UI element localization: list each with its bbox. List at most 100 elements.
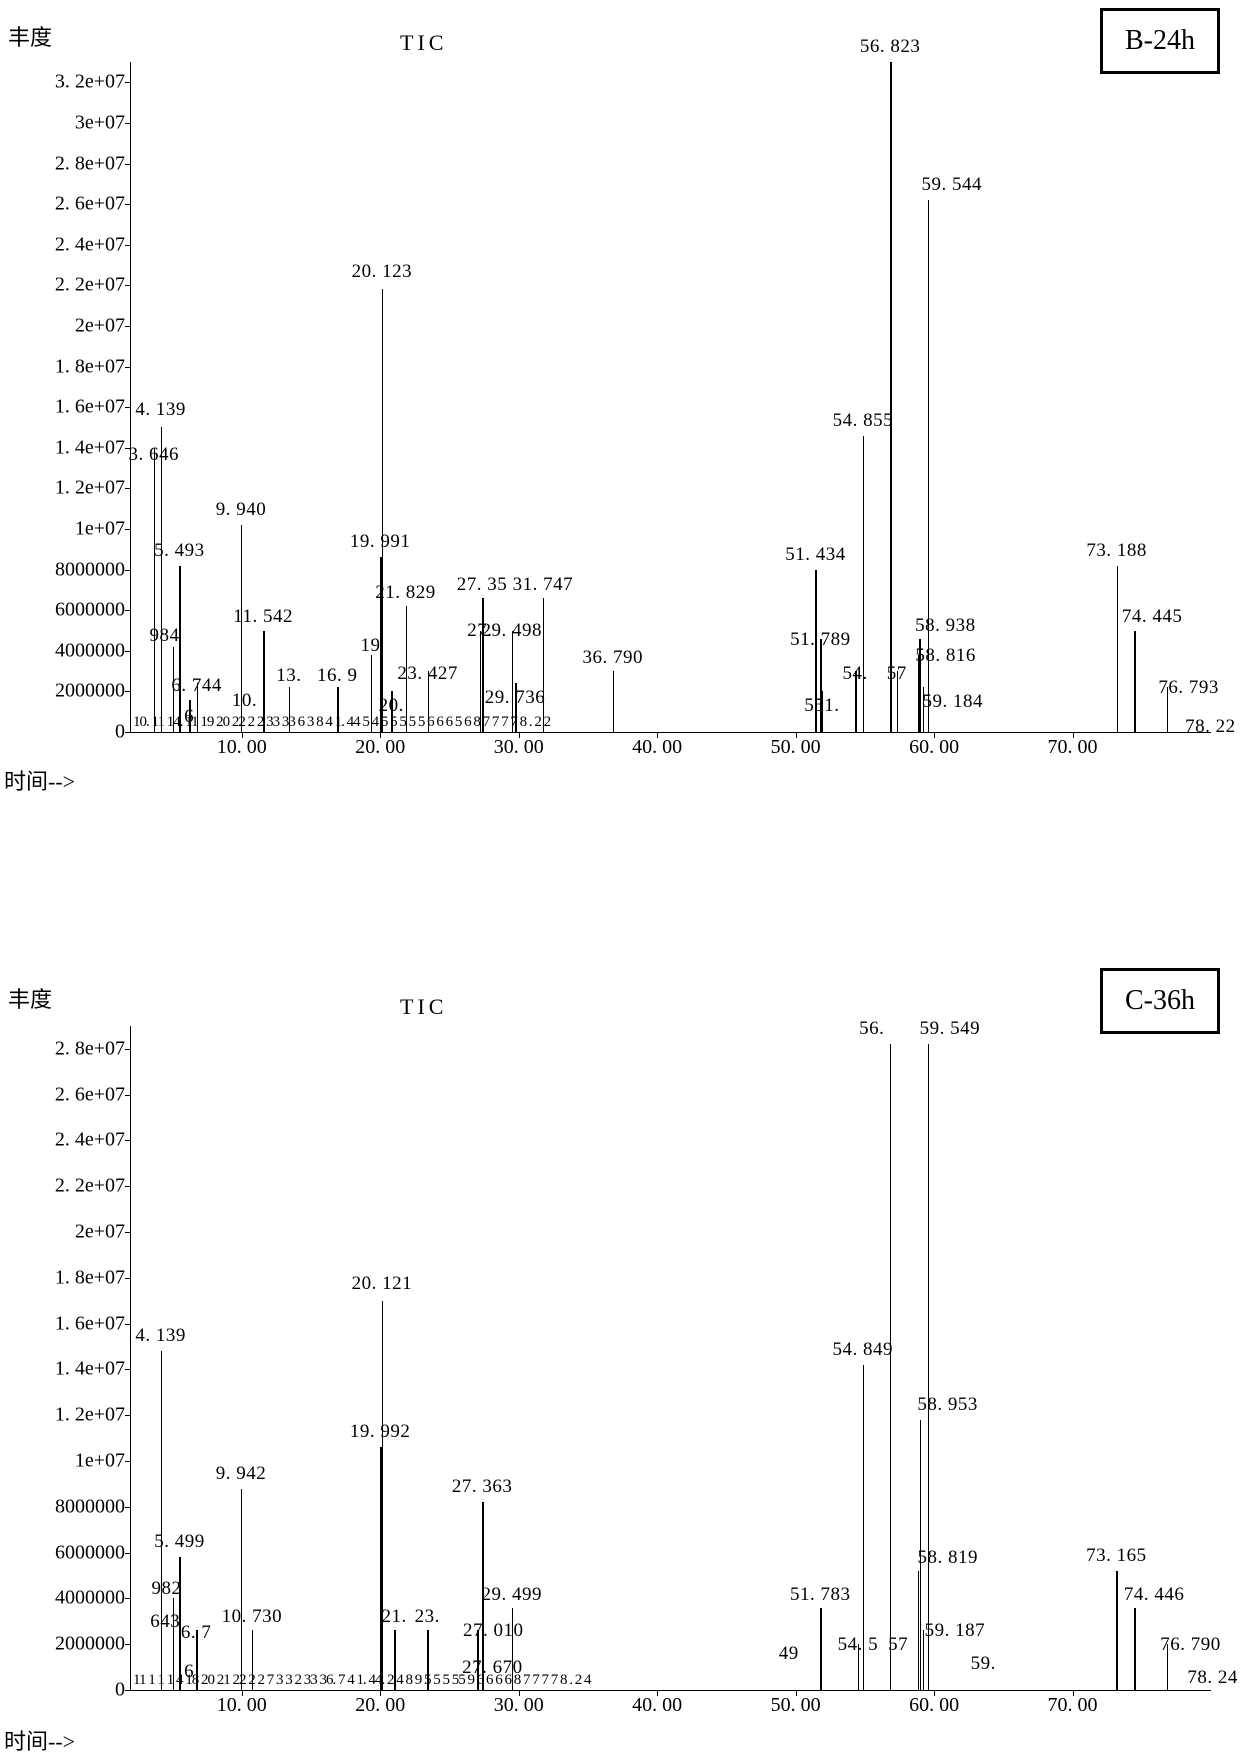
y-tick-label: 2. 2e+07 <box>55 274 131 297</box>
peak-label: 78. 22 <box>1185 716 1236 738</box>
peak-label: 29. 736 <box>485 687 546 709</box>
plot-area: 020000004000000600000080000001e+071. 2e+… <box>130 1026 1211 1691</box>
x-tick-label: 10. 00 <box>217 732 267 759</box>
peak-label: 54. 855 <box>833 410 894 432</box>
x-tick-label: 70. 00 <box>1048 732 1098 759</box>
peak-label: 27. 010 <box>463 1620 524 1642</box>
y-axis-title: 丰度 <box>8 20 52 52</box>
y-tick-label: 8000000 <box>55 558 131 581</box>
x-tick-label: 50. 00 <box>771 732 821 759</box>
peak-label: 51. 783 <box>790 1584 851 1606</box>
peak-label: 76. 793 <box>1158 677 1219 699</box>
y-tick-label: 3e+07 <box>75 111 131 134</box>
peak-label: 6. 744 <box>171 675 222 697</box>
peak-label: 5. 499 <box>154 1531 205 1553</box>
y-tick-label: 1. 6e+07 <box>55 1312 131 1335</box>
x-axis-title: 时间--> <box>4 1724 75 1756</box>
peak-label: 31. 747 <box>513 574 574 596</box>
y-tick-label: 1e+07 <box>75 517 131 540</box>
y-tick-label: 2000000 <box>55 1633 131 1656</box>
x-tick-label: 30. 00 <box>494 1690 544 1717</box>
peak-label: 59. 544 <box>922 174 983 196</box>
x-axis-title: 时间--> <box>4 764 75 796</box>
peak-label: 57 <box>887 663 907 685</box>
peak-label: 59. 184 <box>923 691 984 713</box>
peak-label: 27. 670 <box>462 1657 523 1679</box>
x-tick-label: 70. 00 <box>1048 1690 1098 1717</box>
peak-label: 54. 849 <box>833 1339 894 1361</box>
peak-line <box>161 427 163 732</box>
y-tick-label: 2. 8e+07 <box>55 1037 131 1060</box>
peak-line <box>512 1608 514 1690</box>
peak-line <box>482 598 484 732</box>
chromatogram-figure: B-24h丰度TIC时间-->0200000040000006000000800… <box>0 0 1240 1760</box>
y-tick-label: 1e+07 <box>75 1450 131 1473</box>
peak-line <box>382 1301 384 1690</box>
chart-title: TIC <box>400 30 447 56</box>
peak-line <box>382 289 384 732</box>
peak-line <box>543 598 545 732</box>
peak-label: 74. 445 <box>1122 606 1183 628</box>
peak-label: 984 <box>150 625 180 647</box>
peak-label: 23. 427 <box>397 663 458 685</box>
peak-label: 27. 363 <box>452 1476 513 1498</box>
peak-label: 29. 498 <box>481 620 542 642</box>
peak-label: 10. 730 <box>222 1606 283 1628</box>
panel-B: B-24h丰度TIC时间-->0200000040000006000000800… <box>0 0 1240 800</box>
peak-label: 10. <box>232 690 257 712</box>
peak-line <box>289 687 291 732</box>
peak-label: 58. 953 <box>917 1394 978 1416</box>
peak-label: 58. 816 <box>915 645 976 667</box>
peak-line <box>928 200 930 732</box>
chart-title: TIC <box>400 994 447 1020</box>
peak-label: 5. 493 <box>154 540 205 562</box>
peak-label: 27. 35 <box>457 574 508 596</box>
panel-C: C-36h丰度TIC时间-->0200000040000006000000800… <box>0 960 1240 1760</box>
peak-label: 58. 819 <box>917 1547 978 1569</box>
peak-label: 76. 790 <box>1160 1634 1221 1656</box>
peak-line <box>928 1044 930 1690</box>
peak-label: 13. <box>276 665 301 687</box>
peak-line <box>427 1630 429 1690</box>
peak-label: 78. 24 <box>1187 1667 1238 1689</box>
peak-label: 6 <box>184 706 194 728</box>
y-tick-label: 1. 4e+07 <box>55 436 131 459</box>
peak-line <box>394 1630 396 1690</box>
peak-label: 59. <box>971 1653 996 1675</box>
peak-label: 51. 434 <box>785 544 846 566</box>
x-tick-label: 20. 00 <box>355 732 405 759</box>
plot-area: 020000004000000600000080000001e+071. 2e+… <box>130 62 1211 733</box>
peak-line <box>919 639 921 732</box>
y-tick-label: 4000000 <box>55 1587 131 1610</box>
peak-label: 9. 942 <box>216 1463 267 1485</box>
y-tick-label: 2e+07 <box>75 314 131 337</box>
peak-label: 16. 9 <box>317 665 358 687</box>
x-tick-label: 40. 00 <box>632 732 682 759</box>
peak-label: 4. 139 <box>135 1325 186 1347</box>
peak-line <box>512 631 514 733</box>
y-tick-label: 2. 8e+07 <box>55 152 131 175</box>
peak-line <box>890 62 892 732</box>
peak-label: 49 <box>779 1643 799 1665</box>
peak-label: 20. 123 <box>352 261 413 283</box>
y-tick-label: 0 <box>115 1679 131 1702</box>
peak-line <box>1117 566 1119 732</box>
peak-label: 57 <box>888 1634 908 1656</box>
peak-line <box>241 1489 243 1690</box>
peak-label: 20. 121 <box>352 1273 413 1295</box>
peak-label: 19. 991 <box>350 531 411 553</box>
peak-label: 54. 5 <box>838 1634 879 1656</box>
peak-line <box>263 631 265 733</box>
y-tick-label: 4000000 <box>55 639 131 662</box>
peak-label: 36. 790 <box>582 647 643 669</box>
peak-line <box>863 1365 865 1690</box>
y-tick-label: 8000000 <box>55 1495 131 1518</box>
y-tick-label: 2. 4e+07 <box>55 233 131 256</box>
peak-line <box>820 1608 822 1690</box>
y-tick-label: 2. 2e+07 <box>55 1175 131 1198</box>
y-tick-label: 1. 2e+07 <box>55 1404 131 1427</box>
peak-line <box>613 671 615 732</box>
peak-label: 551. <box>804 695 839 717</box>
y-tick-label: 1. 4e+07 <box>55 1358 131 1381</box>
x-tick-label: 30. 00 <box>494 732 544 759</box>
